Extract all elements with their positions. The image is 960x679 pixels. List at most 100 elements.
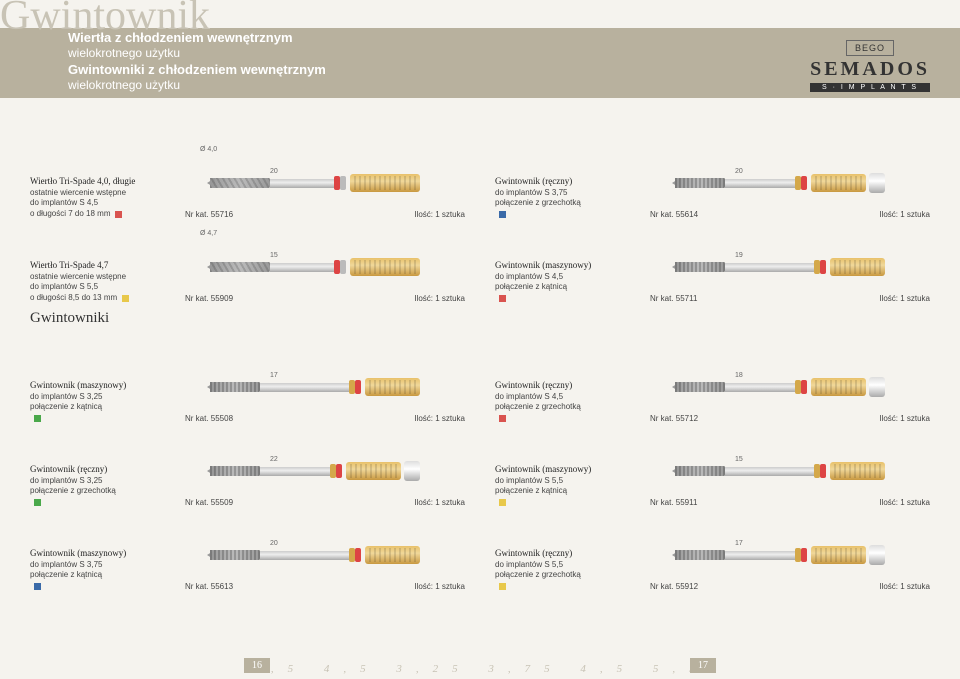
dim-length: 20: [270, 540, 278, 547]
quantity: Ilość: 1 sztuka: [414, 498, 465, 507]
product-line4: [495, 413, 650, 424]
catalog-number: Nr kat. 55508: [185, 414, 233, 423]
product-title: Gwintownik (maszynowy): [30, 547, 185, 559]
product-line4: [495, 209, 650, 220]
product-line2: do implantów S 3,25: [30, 476, 185, 487]
logo-bar: S · I M P L A N T S: [810, 83, 930, 92]
product-grid-bottom: Gwintownik (maszynowy) do implantów S 3,…: [0, 324, 960, 592]
product-title: Gwintownik (maszynowy): [495, 259, 650, 271]
product-line2: do implantów S 3,25: [30, 392, 185, 403]
dim-length: 18: [735, 372, 743, 379]
product-line3: połączenie z kątnicą: [495, 282, 650, 293]
dim-length: 20: [270, 168, 278, 175]
product-text: Gwintownik (maszynowy) do implantów S 3,…: [30, 547, 185, 592]
catalog-number: Nr kat. 55614: [650, 210, 698, 219]
catalog-number: Nr kat. 55912: [650, 582, 698, 591]
quantity: Ilość: 1 sztuka: [879, 414, 930, 423]
quantity: Ilość: 1 sztuka: [879, 498, 930, 507]
color-swatch: [34, 499, 41, 506]
product-line2: do implantów S 5,5: [495, 560, 650, 571]
product-line2: do implantów S 3,75: [495, 188, 650, 199]
product-item: Gwintownik (maszynowy) do implantów S 3,…: [30, 512, 465, 592]
dim-length: 15: [735, 456, 743, 463]
product-line3: połączenie z kątnicą: [30, 570, 185, 581]
color-swatch: [122, 295, 129, 302]
product-text: Gwintownik (ręczny) do implantów S 5,5 p…: [495, 547, 650, 592]
product-item: Gwintownik (maszynowy) do implantów S 3,…: [30, 344, 465, 424]
product-line3: połączenie z grzechotką: [495, 570, 650, 581]
product-info: Nr kat. 55712 Ilość: 1 sztuka: [650, 414, 930, 424]
header-sub2: wielokrotnego użytku: [68, 46, 180, 60]
page-number-left: 16: [244, 658, 270, 673]
product-grid-top: Wiertło Tri-Spade 4,0, długie ostatnie w…: [0, 120, 960, 304]
quantity: Ilość: 1 sztuka: [879, 210, 930, 219]
tool-illustration: 20: [190, 520, 420, 570]
color-swatch: [34, 415, 41, 422]
tool-illustration: 19: [655, 232, 885, 282]
tool-illustration: 17: [190, 352, 420, 402]
catalog-number: Nr kat. 55909: [185, 294, 233, 303]
product-text: Wiertło Tri-Spade 4,0, długie ostatnie w…: [30, 175, 185, 220]
product-line2: do implantów S 4,5: [495, 272, 650, 283]
header-sub3: Gwintowniki z chłodzeniem wewnętrznym: [68, 62, 326, 77]
tool-illustration: 18: [655, 352, 885, 402]
product-info: Nr kat. 55911 Ilość: 1 sztuka: [650, 498, 930, 508]
product-title: Gwintownik (maszynowy): [495, 463, 650, 475]
product-line4: [30, 413, 185, 424]
product-info: Nr kat. 55912 Ilość: 1 sztuka: [650, 582, 930, 592]
product-title: Gwintownik (ręczny): [495, 175, 650, 187]
product-title: Gwintownik (ręczny): [495, 547, 650, 559]
catalog-number: Nr kat. 55716: [185, 210, 233, 219]
color-swatch: [34, 583, 41, 590]
product-info: Nr kat. 55716 Ilość: 1 sztuka: [185, 210, 465, 220]
dim-diameter: Ø 4,0: [200, 146, 217, 153]
product-title: Wiertło Tri-Spade 4,7: [30, 259, 185, 271]
product-text: Gwintownik (maszynowy) do implantów S 3,…: [30, 379, 185, 424]
product-info: Nr kat. 55509 Ilość: 1 sztuka: [185, 498, 465, 508]
header-sub4: wielokrotnego użytku: [68, 78, 180, 92]
product-text: Wiertło Tri-Spade 4,7 ostatnie wiercenie…: [30, 259, 185, 304]
product-info: Nr kat. 55614 Ilość: 1 sztuka: [650, 210, 930, 220]
product-line2: do implantów S 5,5: [495, 476, 650, 487]
product-text: Gwintownik (ręczny) do implantów S 3,75 …: [495, 175, 650, 220]
tool-illustration: 22: [190, 436, 420, 486]
color-swatch: [499, 415, 506, 422]
product-title: Gwintownik (maszynowy): [30, 379, 185, 391]
quantity: Ilość: 1 sztuka: [414, 294, 465, 303]
product-line3: do implantów S 5,5: [30, 282, 185, 293]
product-title: Wiertło Tri-Spade 4,0, długie: [30, 175, 185, 187]
quantity: Ilość: 1 sztuka: [414, 210, 465, 219]
product-line4: o długości 7 do 18 mm: [30, 209, 185, 220]
product-text: Gwintownik (maszynowy) do implantów S 4,…: [495, 259, 650, 304]
product-line3: połączenie z kątnicą: [495, 486, 650, 497]
page-footer: 16 17: [0, 658, 960, 673]
quantity: Ilość: 1 sztuka: [879, 294, 930, 303]
product-line2: do implantów S 4,5: [495, 392, 650, 403]
dim-length: 17: [735, 540, 743, 547]
quantity: Ilość: 1 sztuka: [879, 582, 930, 591]
page-number-right: 17: [690, 658, 716, 673]
tool-illustration: Ø 4,7 15: [190, 232, 420, 282]
catalog-number: Nr kat. 55613: [185, 582, 233, 591]
color-swatch: [499, 499, 506, 506]
product-title: Gwintownik (ręczny): [495, 379, 650, 391]
tool-illustration: 20: [655, 148, 885, 198]
color-swatch: [499, 583, 506, 590]
product-item: Gwintownik (ręczny) do implantów S 3,25 …: [30, 428, 465, 508]
header-sub1: Wiertła z chłodzeniem wewnętrznym: [68, 30, 293, 45]
product-item: Gwintownik (ręczny) do implantów S 4,5 p…: [495, 344, 930, 424]
catalog-number: Nr kat. 55712: [650, 414, 698, 423]
quantity: Ilość: 1 sztuka: [414, 414, 465, 423]
page-header: Gwintownik Wiertła z chłodzeniem wewnętr…: [0, 0, 960, 120]
color-swatch: [115, 211, 122, 218]
tool-illustration: 15: [655, 436, 885, 486]
product-info: Nr kat. 55508 Ilość: 1 sztuka: [185, 414, 465, 424]
catalog-number: Nr kat. 55911: [650, 498, 697, 507]
dim-length: 20: [735, 168, 743, 175]
brand-logo: BEGO SEMADOS S · I M P L A N T S: [810, 40, 930, 92]
product-line2: do implantów S 3,75: [30, 560, 185, 571]
product-item: Wiertło Tri-Spade 4,7 ostatnie wiercenie…: [30, 224, 465, 304]
product-line4: [30, 497, 185, 508]
catalog-number: Nr kat. 55509: [185, 498, 233, 507]
product-line4: [495, 581, 650, 592]
